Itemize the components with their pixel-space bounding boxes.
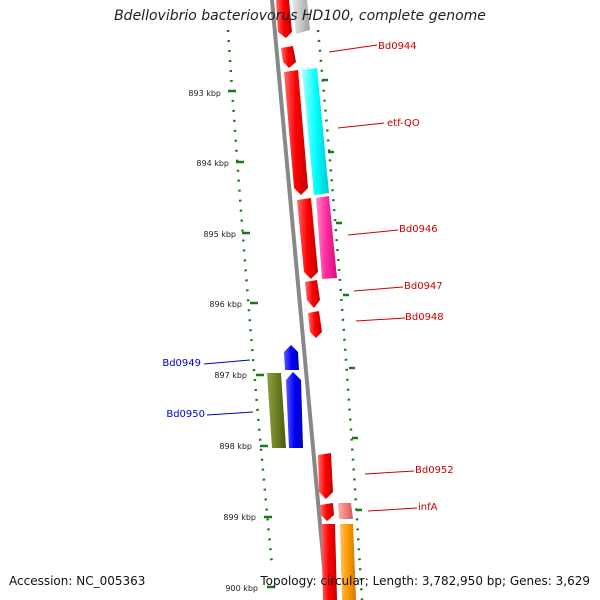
gene-arrow-bd0949[interactable] xyxy=(284,345,299,370)
gene-arrow-red-900[interactable] xyxy=(321,524,337,600)
tick-label-899: 899 kbp xyxy=(223,513,256,522)
tick-label-895: 895 kbp xyxy=(203,230,236,239)
gene-arrow-orange-900[interactable] xyxy=(340,524,356,600)
tick-label-900: 900 kbp xyxy=(225,584,258,593)
label-infa[interactable]: infA xyxy=(418,502,438,513)
label-bd0947[interactable]: Bd0947 xyxy=(404,281,443,292)
label-leaders xyxy=(203,44,418,512)
right-ticks xyxy=(322,78,362,512)
gene-arrow-bd0946[interactable] xyxy=(316,196,337,279)
scale-ticks xyxy=(228,89,275,589)
left-scale-arc xyxy=(226,29,274,566)
gene-arrow-red-894[interactable] xyxy=(284,70,308,195)
gene-arrow-bd0947[interactable] xyxy=(305,280,320,308)
tick-label-897: 897 kbp xyxy=(214,371,247,380)
topology-text: Topology: circular; Length: 3,782,950 bp… xyxy=(260,574,590,588)
gene-arrow-olive[interactable] xyxy=(267,373,286,448)
tick-label-893: 893 kbp xyxy=(188,89,221,98)
tick-label-896: 896 kbp xyxy=(209,300,242,309)
gene-arrow-bd0948[interactable] xyxy=(308,311,322,338)
accession-text: Accession: NC_005363 xyxy=(9,574,146,588)
map-title: Bdellovibrio bacteriovorus HD100, comple… xyxy=(114,8,486,24)
tick-label-894: 894 kbp xyxy=(196,159,229,168)
label-bd0952[interactable]: Bd0952 xyxy=(415,465,454,476)
gene-arrow-infa[interactable] xyxy=(320,503,334,521)
genome-backbone xyxy=(270,0,329,600)
gene-arrow-red-895[interactable] xyxy=(297,198,318,279)
gene-arrow-bd0944[interactable] xyxy=(281,46,296,68)
label-etf-qo[interactable]: etf-QO xyxy=(387,118,420,129)
gene-arrow-etf-qo[interactable] xyxy=(302,68,329,195)
forward-genes xyxy=(276,0,356,600)
label-bd0950[interactable]: Bd0950 xyxy=(166,409,205,420)
reverse-genes xyxy=(267,345,303,448)
label-bd0944[interactable]: Bd0944 xyxy=(378,41,417,52)
gene-arrow-top-red[interactable] xyxy=(276,0,292,38)
gene-arrow-salmon[interactable] xyxy=(338,503,353,519)
gene-arrow-bd0950[interactable] xyxy=(286,372,303,448)
label-bd0946[interactable]: Bd0946 xyxy=(399,224,438,235)
label-bd0949[interactable]: Bd0949 xyxy=(162,358,201,369)
gene-arrow-top-grey[interactable] xyxy=(292,0,310,34)
gene-arrow-bd0952[interactable] xyxy=(318,453,333,499)
label-bd0948[interactable]: Bd0948 xyxy=(405,312,444,323)
tick-label-898: 898 kbp xyxy=(219,442,252,451)
